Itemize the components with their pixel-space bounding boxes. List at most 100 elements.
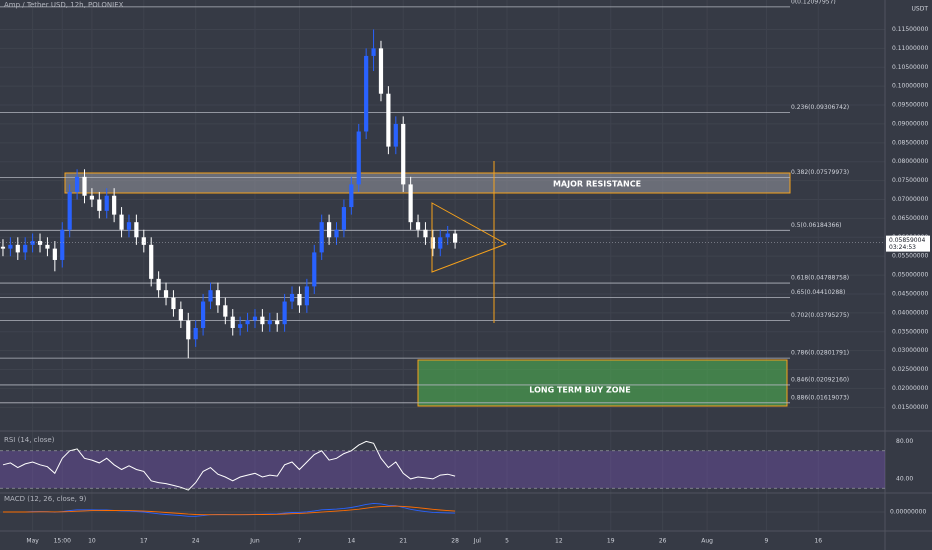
candle-body — [186, 320, 191, 340]
triangle-pattern — [431, 202, 508, 273]
chart-title: Amp / Tether USD, 12h, POLONIEX — [4, 1, 124, 9]
candle-body — [438, 237, 443, 249]
candle-body — [45, 244, 50, 249]
last-price-box — [886, 235, 930, 252]
fib-label: 0.886(0.01619073) — [791, 394, 849, 401]
x-tick-label: 12 — [555, 538, 563, 545]
x-tick-label: 15:00 — [54, 538, 71, 545]
x-tick-label: 7 — [298, 538, 302, 545]
candle-body — [141, 237, 146, 245]
candle-body — [126, 222, 132, 230]
x-tick-label: 28 — [451, 538, 459, 545]
candle-body — [163, 290, 169, 298]
rsi-line — [2, 440, 456, 491]
candle-body — [430, 237, 435, 249]
candle-body — [74, 176, 80, 192]
buy-zone-box — [417, 359, 788, 407]
fib-label: 0.65(0.04410288) — [791, 289, 845, 296]
candle-body — [52, 248, 57, 260]
candle-body — [289, 293, 295, 302]
candle-body — [371, 48, 376, 56]
candle-body — [408, 184, 413, 223]
x-tick-label: 19 — [607, 538, 615, 545]
countdown: 03:24:53 — [889, 244, 916, 251]
candles — [0, 29, 458, 359]
fib-label: 0.702(0.03795275) — [791, 312, 849, 319]
y-tick-label: 0.02500000 — [892, 366, 928, 373]
candle-body — [393, 123, 398, 147]
y-tick-label: 0.07000000 — [892, 196, 928, 203]
y-tick-label: 0.09000000 — [892, 120, 928, 127]
candle-body — [30, 241, 35, 245]
candle-body — [341, 207, 347, 230]
x-tick-label: Jun — [249, 538, 260, 545]
fib-label: 0.382(0.07579973) — [791, 169, 849, 176]
fib-label: 0.5(0.06184366) — [791, 222, 842, 229]
x-tick-label: 14 — [348, 538, 356, 545]
y-tick-label: 0.08000000 — [892, 158, 928, 165]
candle-body — [8, 244, 13, 249]
fib-label: 0.846(0.02092160) — [791, 376, 849, 383]
y-tick-label: 0.05500000 — [892, 253, 928, 260]
candle-body — [112, 195, 117, 215]
candle-body — [238, 324, 243, 328]
candle-body — [67, 191, 72, 230]
rsi-tick-label: 40.00 — [896, 475, 913, 482]
y-tick-label: 0.06500000 — [892, 215, 928, 222]
candle-body — [349, 184, 354, 208]
candle-body — [156, 278, 161, 291]
candle-body — [453, 233, 458, 243]
y-tick-label: 0.03500000 — [892, 328, 928, 335]
y-tick-label: 0.04500000 — [892, 290, 928, 297]
macd-tick-label: 0.00000000 — [890, 509, 926, 516]
last-price-label: 0.05859004 — [889, 237, 925, 244]
macd-title: MACD (12, 26, close, 9) — [4, 495, 87, 503]
y-tick-label: 0.08500000 — [892, 139, 928, 146]
axis-unit: USDT — [912, 6, 929, 13]
candle-body — [208, 290, 213, 302]
candle-body — [82, 176, 87, 196]
candle-body — [401, 123, 406, 185]
candle-body — [15, 244, 20, 253]
candle-body — [200, 301, 206, 328]
annotation: LONG TERM BUY ZONE — [529, 386, 630, 395]
x-tick-label: May — [26, 538, 39, 545]
candle-body — [119, 214, 124, 230]
candle-body — [134, 222, 139, 238]
candle-body — [230, 316, 235, 328]
candle-body — [193, 327, 198, 340]
candle-body — [252, 316, 258, 321]
grid — [0, 0, 885, 531]
fib-label: 0.786(0.02801791) — [791, 350, 849, 357]
candle-body — [215, 290, 221, 306]
fib-label: 0(0.12097957) — [791, 0, 836, 5]
rsi-tick-label: 80.00 — [896, 438, 913, 445]
x-tick-label: 10 — [88, 538, 96, 545]
candle-body — [386, 93, 391, 147]
x-tick-label: 26 — [659, 538, 667, 545]
x-tick-label: 16 — [814, 538, 822, 545]
candle-body — [267, 320, 272, 325]
x-tick-label: 17 — [140, 538, 148, 545]
macd-line — [3, 505, 456, 516]
y-tick-label: 0.02000000 — [892, 385, 928, 392]
candle-body — [245, 320, 250, 325]
candle-body — [260, 316, 265, 325]
x-tick-label: 5 — [505, 538, 509, 545]
candle-body — [378, 48, 384, 94]
candle-body — [89, 195, 95, 200]
candle-body — [60, 229, 65, 260]
candle-body — [304, 286, 309, 306]
y-tick-label: 0.03000000 — [892, 347, 928, 354]
y-tick-label: 0.10500000 — [892, 64, 928, 71]
candle-body — [364, 55, 369, 132]
candle-body — [334, 229, 339, 238]
candle-body — [97, 199, 102, 211]
candle-body — [445, 233, 450, 238]
x-tick-label: Aug — [701, 538, 713, 545]
x-tick-label: Jul — [473, 538, 482, 545]
y-tick-label: 0.11500000 — [892, 26, 928, 33]
candle-body — [312, 252, 317, 287]
candle-body — [326, 222, 332, 238]
